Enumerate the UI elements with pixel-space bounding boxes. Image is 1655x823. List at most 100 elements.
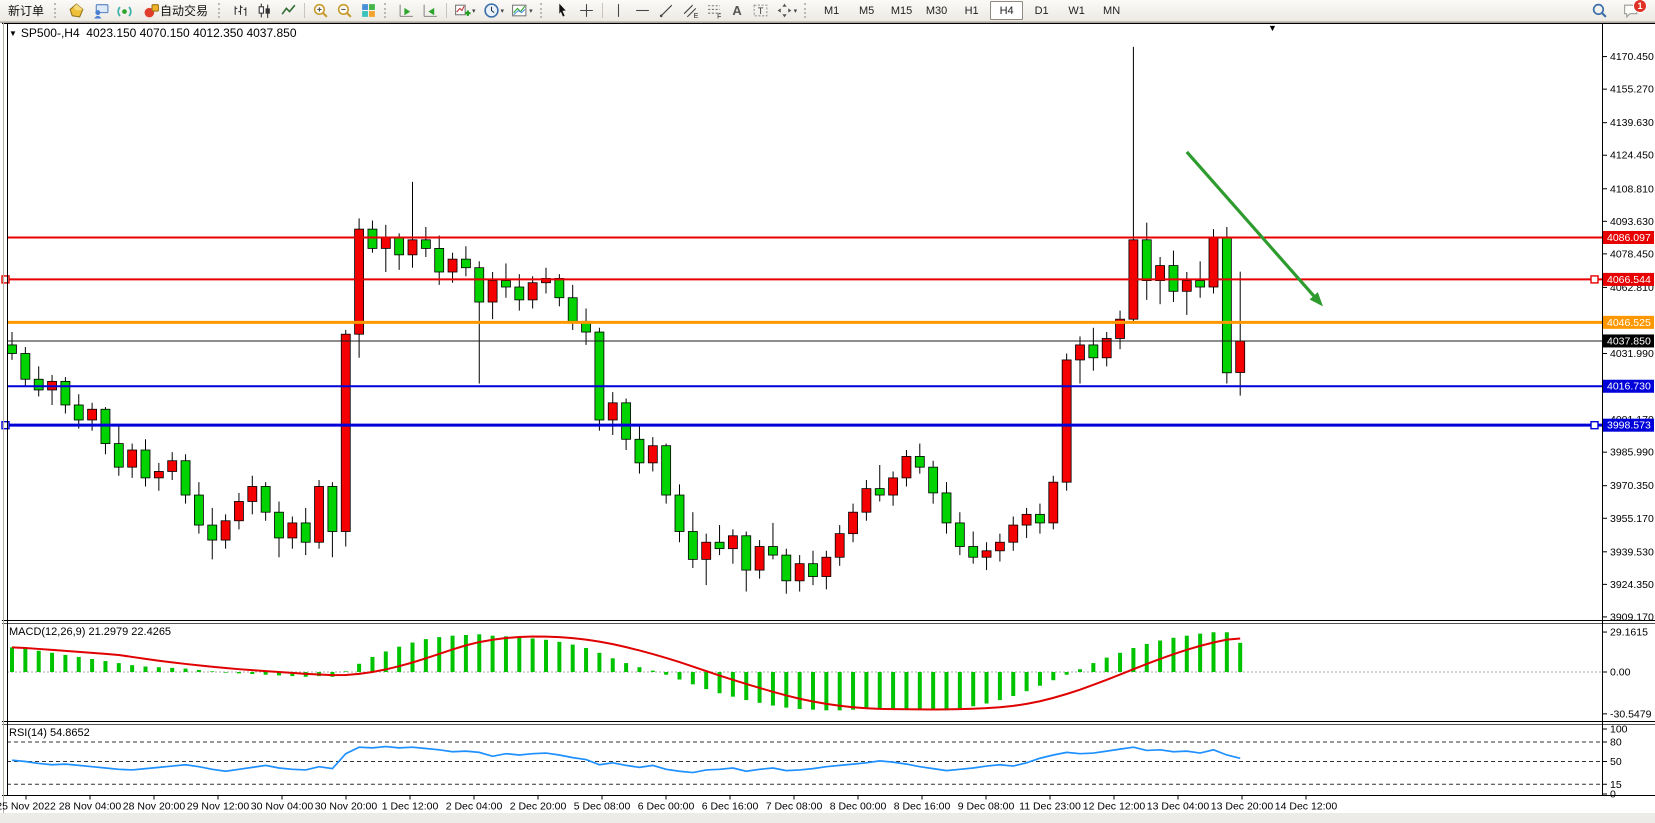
timeframe-button-h1[interactable]: H1 (964, 4, 979, 17)
text-label-icon: T (752, 2, 769, 19)
horizontal-line-button[interactable] (631, 1, 654, 20)
crosshair-button[interactable] (575, 1, 598, 20)
text-label-button[interactable]: T (749, 1, 772, 20)
bar-chart-type-button[interactable] (229, 1, 252, 20)
chart-title: ▼ SP500-,H4 4023.150 4070.150 4012.350 40… (9, 26, 297, 40)
window-bottom-strip (0, 813, 1655, 823)
svg-text:100: 100 (1610, 724, 1628, 736)
cursor-button[interactable] (551, 1, 574, 20)
svg-text:4016.730: 4016.730 (1607, 381, 1651, 393)
tile-windows-icon (360, 2, 377, 19)
timeframe-button-m15[interactable]: M15 (890, 4, 913, 17)
chart-canvas[interactable]: 4170.450 4155.270 4139.630 4124.450 4108.810… (0, 23, 1655, 813)
svg-text:0.00: 0.00 (1610, 667, 1631, 679)
search-button[interactable] (1588, 1, 1611, 20)
chart-title-caret-icon[interactable]: ▼ (9, 29, 17, 38)
price-scale[interactable]: 4170.450 4155.270 4139.630 4124.450 4108.810… (1602, 51, 1654, 801)
macd-label: MACD(12,26,9) 21.2979 22.4265 (9, 626, 172, 638)
rsi-label: RSI(14) 54.8652 (9, 727, 90, 739)
periods-clock-icon (483, 2, 500, 19)
timeframe-button-mn[interactable]: MN (1103, 4, 1121, 17)
svg-text:13 Dec 20:00: 13 Dec 20:00 (1211, 801, 1274, 813)
svg-text:30 Nov 04:00: 30 Nov 04:00 (251, 801, 314, 813)
arrows-tool-button[interactable]: ▾ (773, 1, 801, 20)
gold-nugget-button[interactable] (65, 1, 88, 20)
svg-text:6 Dec 00:00: 6 Dec 00:00 (638, 801, 695, 813)
hline-3998.573[interactable] (1, 420, 1602, 430)
trendline-button[interactable] (655, 1, 678, 20)
candlestick-type-button[interactable] (253, 1, 276, 20)
symbol-timeframe: SP500-,H4 (20, 26, 80, 40)
hline-4066.544[interactable] (1, 275, 1602, 284)
toolbar-separator (446, 3, 448, 18)
svg-text:4124.450: 4124.450 (1610, 150, 1654, 162)
arrows-tool-icon (776, 2, 793, 19)
price-badge (1603, 272, 1654, 286)
templates-button[interactable]: ▾ (508, 1, 536, 20)
new-chart-button[interactable]: ▾ (451, 1, 479, 20)
dropdown-caret: ▾ (472, 7, 476, 15)
time-scale[interactable]: 25 Nov 2022 28 Nov 04:00 28 Nov 20:00 29 No… (0, 795, 1337, 813)
zoom-in-icon (312, 2, 329, 19)
signal-radar-button[interactable] (113, 1, 136, 20)
trend-arrow[interactable] (1185, 150, 1323, 307)
fibonacci-icon: F (706, 2, 723, 19)
new-order-button[interactable]: 新订单 (2, 1, 50, 20)
line-chart-type-button[interactable] (277, 1, 300, 20)
svg-text:4037.850: 4037.850 (1607, 335, 1651, 347)
rsi-pane (7, 741, 1602, 785)
zoom-out-button[interactable] (333, 1, 356, 20)
search-icon (1591, 2, 1608, 19)
timeframe-button-m1[interactable]: M1 (823, 4, 840, 17)
chat-button[interactable]: 1 (1619, 0, 1647, 20)
equidistant-channel-button[interactable]: E (679, 1, 702, 20)
chart-shift-button[interactable] (419, 1, 442, 20)
svg-text:4093.630: 4093.630 (1610, 216, 1654, 228)
svg-text:-30.5479: -30.5479 (1610, 708, 1652, 720)
trader-terminal-button[interactable] (89, 1, 112, 20)
price-badge (1603, 334, 1654, 348)
zoom-in-button[interactable] (309, 1, 332, 20)
gold-nugget-icon (68, 2, 85, 19)
price-badge (1603, 379, 1654, 393)
timeframe-button-m30[interactable]: M30 (925, 4, 948, 17)
svg-text:29 Nov 12:00: 29 Nov 12:00 (187, 801, 250, 813)
svg-text:3924.350: 3924.350 (1610, 579, 1654, 591)
timeframe-button-h4[interactable]: H4 (990, 1, 1024, 20)
svg-text:8 Dec 00:00: 8 Dec 00:00 (830, 801, 887, 813)
text-button[interactable]: A (727, 1, 748, 20)
timeframe-button-d1[interactable]: D1 (1034, 4, 1049, 17)
fibonacci-button[interactable]: F (703, 1, 726, 20)
chart-window[interactable]: 4170.450 4155.270 4139.630 4124.450 4108.810… (0, 22, 1655, 813)
bar-chart-type-icon (232, 2, 249, 19)
periods-button[interactable]: ▾ (480, 1, 508, 20)
vertical-line-button[interactable] (607, 1, 630, 20)
toolbar-separator (304, 3, 306, 18)
dropdown-caret: ▾ (529, 7, 533, 15)
hline-handle (1590, 275, 1599, 284)
dropdown-caret: ▾ (793, 7, 798, 15)
price-badge (1603, 418, 1654, 432)
toolbar-handle (218, 3, 225, 18)
ohlc-values: 4023.150 4070.150 4012.350 4037.850 (86, 26, 297, 40)
equidistant-channel-icon: E (682, 2, 699, 19)
autotrading-button[interactable]: 自动交易 (137, 1, 214, 20)
svg-text:8 Dec 16:00: 8 Dec 16:00 (894, 801, 951, 813)
chart-expand-caret[interactable]: ▼ (1268, 23, 1277, 33)
rsi-line (11, 745, 1241, 774)
tile-windows-button[interactable] (357, 1, 380, 20)
toolbar-right: 1 (1588, 0, 1653, 20)
hline-handle (1, 420, 10, 430)
svg-text:80: 80 (1610, 737, 1622, 749)
toolbar-handle (539, 3, 547, 18)
toolbar-handle (384, 3, 391, 18)
auto-scroll-button[interactable] (395, 1, 418, 20)
svg-text:29.1615: 29.1615 (1610, 627, 1648, 639)
svg-text:3909.170: 3909.170 (1610, 611, 1654, 623)
svg-text:3985.990: 3985.990 (1610, 447, 1654, 459)
cursor-icon (554, 2, 571, 19)
timeframe-button-w1[interactable]: W1 (1068, 4, 1085, 17)
timeframe-button-m5[interactable]: M5 (858, 4, 875, 17)
svg-text:T: T (757, 6, 763, 16)
svg-text:4086.097: 4086.097 (1607, 232, 1651, 244)
